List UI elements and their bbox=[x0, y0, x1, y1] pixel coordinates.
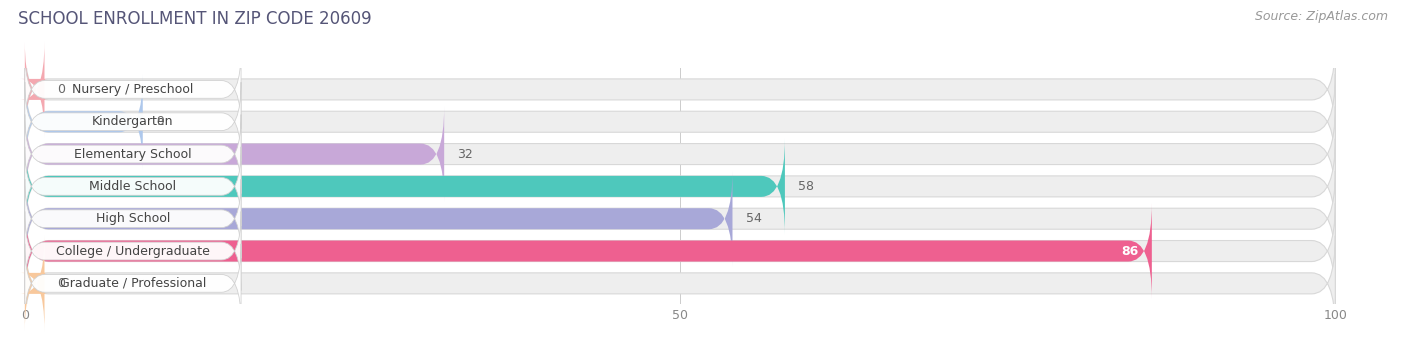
FancyBboxPatch shape bbox=[25, 115, 240, 194]
Text: 58: 58 bbox=[799, 180, 814, 193]
Text: College / Undergraduate: College / Undergraduate bbox=[56, 245, 209, 258]
FancyBboxPatch shape bbox=[25, 139, 785, 234]
FancyBboxPatch shape bbox=[25, 74, 1336, 169]
Text: 0: 0 bbox=[58, 83, 66, 96]
Text: 54: 54 bbox=[745, 212, 762, 225]
FancyBboxPatch shape bbox=[25, 42, 1336, 137]
Text: 32: 32 bbox=[457, 147, 472, 160]
Text: 0: 0 bbox=[58, 277, 66, 290]
Text: Nursery / Preschool: Nursery / Preschool bbox=[72, 83, 194, 96]
FancyBboxPatch shape bbox=[25, 147, 240, 226]
Text: Middle School: Middle School bbox=[90, 180, 177, 193]
FancyBboxPatch shape bbox=[25, 82, 240, 161]
Text: Kindergarten: Kindergarten bbox=[93, 115, 174, 128]
Text: 9: 9 bbox=[156, 115, 163, 128]
FancyBboxPatch shape bbox=[25, 211, 240, 291]
FancyBboxPatch shape bbox=[25, 236, 1336, 331]
Text: High School: High School bbox=[96, 212, 170, 225]
Text: Source: ZipAtlas.com: Source: ZipAtlas.com bbox=[1254, 10, 1388, 23]
FancyBboxPatch shape bbox=[25, 139, 1336, 234]
FancyBboxPatch shape bbox=[25, 171, 733, 266]
FancyBboxPatch shape bbox=[25, 203, 1336, 299]
FancyBboxPatch shape bbox=[25, 106, 1336, 202]
FancyBboxPatch shape bbox=[25, 50, 240, 129]
Text: 86: 86 bbox=[1122, 245, 1139, 258]
FancyBboxPatch shape bbox=[25, 203, 1152, 299]
FancyBboxPatch shape bbox=[25, 244, 240, 323]
Text: Elementary School: Elementary School bbox=[75, 147, 191, 160]
FancyBboxPatch shape bbox=[21, 236, 48, 331]
FancyBboxPatch shape bbox=[21, 42, 48, 137]
Text: SCHOOL ENROLLMENT IN ZIP CODE 20609: SCHOOL ENROLLMENT IN ZIP CODE 20609 bbox=[18, 10, 373, 28]
FancyBboxPatch shape bbox=[25, 171, 1336, 266]
FancyBboxPatch shape bbox=[25, 106, 444, 202]
Text: Graduate / Professional: Graduate / Professional bbox=[60, 277, 207, 290]
FancyBboxPatch shape bbox=[25, 179, 240, 258]
FancyBboxPatch shape bbox=[25, 74, 143, 169]
